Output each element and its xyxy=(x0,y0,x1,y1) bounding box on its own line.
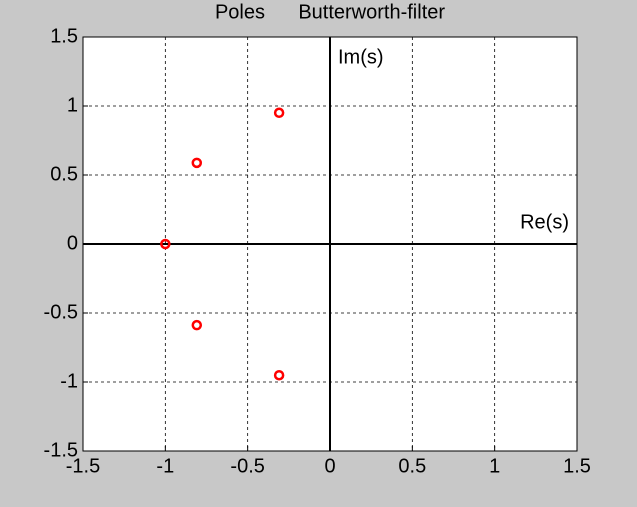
x-tick-label: 0.5 xyxy=(398,455,426,477)
pole-marker xyxy=(273,107,285,119)
y-tick-label: -1 xyxy=(60,370,78,392)
annotation: Im(s) xyxy=(338,46,384,68)
pole-marker xyxy=(273,369,285,381)
annotation: Re(s) xyxy=(520,211,569,233)
y-tick-label: 0.5 xyxy=(50,163,78,185)
pole-marker xyxy=(191,157,203,169)
y-tick-label: 1 xyxy=(67,94,78,116)
y-tick-label: 1.5 xyxy=(50,25,78,47)
x-tick-label: 1 xyxy=(489,455,500,477)
pole-marker xyxy=(191,319,203,331)
x-tick-label: 1.5 xyxy=(563,455,591,477)
plot-frame xyxy=(82,36,578,452)
pole-marker xyxy=(160,238,171,250)
y-tick-label: -0.5 xyxy=(44,301,78,323)
y-tick-label: -1.5 xyxy=(44,439,78,461)
x-tick-label: -1.5 xyxy=(66,455,100,477)
chart-title: Poles Butterworth-filter xyxy=(215,1,445,23)
y-tick-label: 0 xyxy=(67,232,78,254)
x-tick-label: -1 xyxy=(156,455,174,477)
x-tick-label: -0.5 xyxy=(230,455,264,477)
x-tick-label: 0 xyxy=(324,455,335,477)
